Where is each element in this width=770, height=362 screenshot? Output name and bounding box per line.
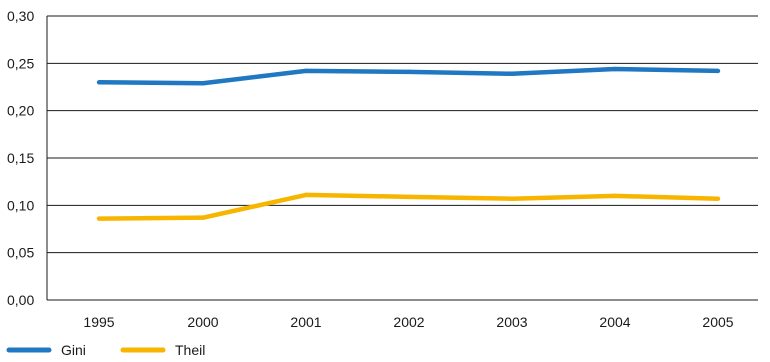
x-tick-label: 2001 bbox=[290, 314, 321, 330]
y-tick-label: 0,05 bbox=[7, 245, 34, 261]
y-tick-label: 0,00 bbox=[7, 292, 34, 308]
x-tick-label: 2003 bbox=[496, 314, 527, 330]
data-point-gini bbox=[303, 68, 309, 74]
data-point-theil bbox=[96, 216, 102, 221]
data-point-theil bbox=[200, 215, 206, 220]
x-tick-label: 1995 bbox=[83, 314, 114, 330]
data-point-gini bbox=[715, 68, 721, 74]
x-tick-label: 2002 bbox=[393, 314, 424, 330]
data-point-theil bbox=[715, 196, 721, 201]
legend-label-theil: Theil bbox=[175, 342, 205, 358]
data-point-gini bbox=[200, 81, 206, 86]
y-tick-label: 0,25 bbox=[7, 55, 34, 71]
data-point-gini bbox=[96, 80, 102, 85]
data-point-gini bbox=[509, 71, 515, 76]
data-point-theil bbox=[509, 196, 515, 201]
legend: Gini Theil bbox=[6, 342, 205, 358]
y-tick-label: 0,30 bbox=[7, 8, 34, 24]
gridlines bbox=[47, 15, 758, 301]
y-axis-tick-labels: 0,00 0,05 0,10 0,15 0,20 0,25 0,30 bbox=[7, 8, 34, 308]
y-tick-label: 0,15 bbox=[7, 150, 34, 166]
x-tick-label: 2004 bbox=[599, 314, 630, 330]
x-tick-label: 2000 bbox=[187, 314, 218, 330]
data-point-theil bbox=[303, 192, 309, 198]
data-point-theil bbox=[406, 194, 412, 200]
y-tick-label: 0,20 bbox=[7, 103, 34, 119]
x-axis-tick-labels: 1995 2000 2001 2002 2003 2004 2005 bbox=[83, 314, 733, 330]
data-point-theil bbox=[612, 193, 618, 199]
series-lines bbox=[96, 66, 721, 221]
x-tick-label: 2005 bbox=[702, 314, 733, 330]
data-point-gini bbox=[612, 66, 618, 72]
y-tick-label: 0,10 bbox=[7, 197, 34, 213]
legend-label-gini: Gini bbox=[61, 342, 86, 358]
data-point-gini bbox=[406, 69, 412, 75]
